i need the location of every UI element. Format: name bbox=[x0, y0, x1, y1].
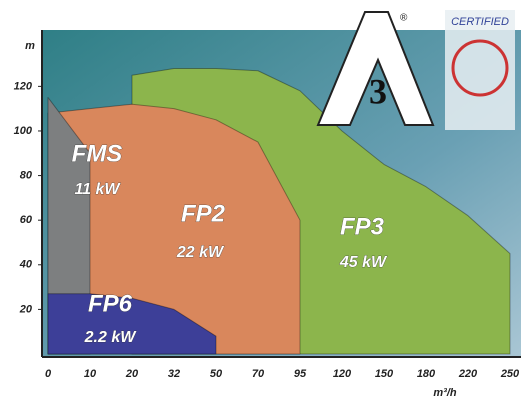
x-tick-label: 70 bbox=[252, 368, 265, 380]
x-tick-label: 220 bbox=[458, 368, 478, 380]
y-tick-label: 120 bbox=[14, 80, 33, 92]
logo-shape bbox=[316, 11, 435, 126]
badge-circle bbox=[451, 39, 509, 97]
region-name: FP6 bbox=[88, 290, 133, 317]
y-tick-label: 80 bbox=[20, 169, 33, 181]
y-tick-label: 100 bbox=[14, 125, 33, 137]
x-tick-label: 0 bbox=[45, 368, 52, 380]
region-power: 2.2 kW bbox=[84, 329, 138, 346]
y-tick-label: 60 bbox=[20, 214, 33, 226]
region-area bbox=[47, 103, 301, 355]
x-tick-label: 250 bbox=[500, 368, 520, 380]
x-tick-label: 95 bbox=[294, 368, 307, 380]
logo: 3 A ® CERTIFIED bbox=[316, 10, 515, 130]
x-tick-label: 20 bbox=[125, 368, 139, 380]
y-axis-label: m bbox=[25, 40, 35, 52]
y-tick-label: 40 bbox=[19, 259, 33, 271]
x-tick-label: 50 bbox=[210, 368, 223, 380]
region-name: FP3 bbox=[340, 213, 385, 240]
badge-background bbox=[445, 10, 515, 130]
logo-mark: ® bbox=[400, 13, 408, 24]
region-power: 45 kW bbox=[339, 254, 388, 271]
areas bbox=[47, 68, 511, 355]
x-tick-label: 150 bbox=[375, 368, 394, 380]
badge-text: CERTIFIED bbox=[451, 16, 509, 28]
region-name: FMS bbox=[72, 140, 123, 167]
y-tick-label: 20 bbox=[19, 303, 33, 315]
region-area bbox=[47, 293, 217, 355]
x-tick-label: 120 bbox=[333, 368, 352, 380]
x-tick-label: 180 bbox=[417, 368, 436, 380]
x-tick-label: 10 bbox=[84, 368, 97, 380]
x-tick-label: 32 bbox=[168, 368, 180, 380]
region-power: 22 kW bbox=[176, 244, 225, 261]
region-power: 11 kW bbox=[74, 181, 121, 198]
x-axis-label: m³/h bbox=[433, 387, 457, 399]
region-name: FP2 bbox=[181, 200, 226, 227]
logo-number: 3 bbox=[369, 71, 387, 111]
